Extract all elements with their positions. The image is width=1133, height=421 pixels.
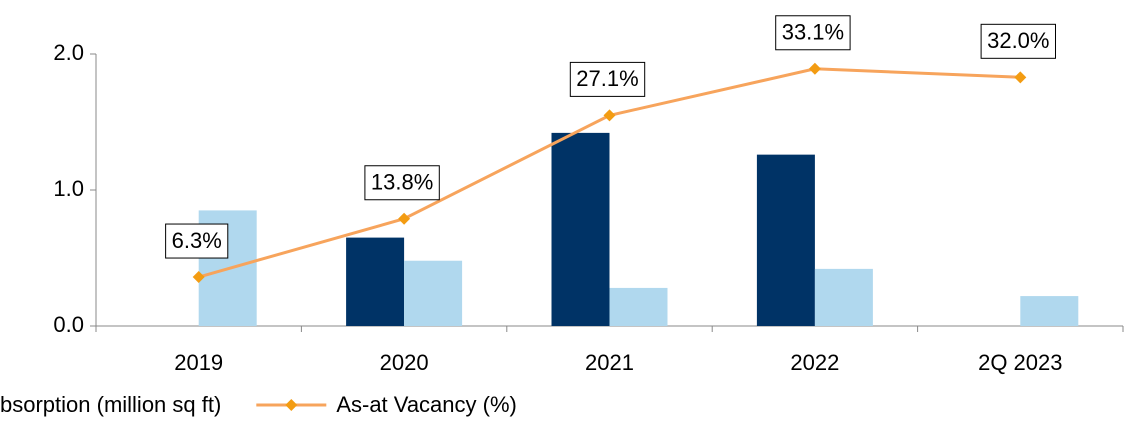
x-tick-label: 2020 [380, 350, 429, 375]
y-tick-label: 1.0 [53, 176, 84, 201]
value-label-box [775, 15, 851, 51]
marker [808, 62, 821, 75]
value-label: 6.3% [172, 228, 222, 253]
value-label: 32.0% [987, 28, 1049, 53]
bar [1020, 296, 1079, 326]
legend-marker [285, 399, 298, 411]
bar [756, 154, 815, 326]
bar [609, 287, 668, 326]
marker [398, 212, 411, 225]
bar [551, 132, 610, 326]
marker [603, 109, 616, 122]
marker [1014, 71, 1027, 84]
legend-label: bsorption (million sq ft) [0, 392, 221, 417]
value-label-box [364, 165, 440, 201]
x-tick-label: 2022 [790, 350, 839, 375]
bar [814, 268, 873, 326]
y-tick-label: 2.0 [53, 40, 84, 65]
value-label-box [165, 223, 229, 259]
value-label: 13.8% [371, 170, 433, 195]
value-label: 33.1% [782, 20, 844, 45]
x-tick-label: 2019 [174, 350, 223, 375]
x-tick-label: 2021 [585, 350, 634, 375]
bar [404, 260, 463, 326]
marker [192, 271, 205, 284]
x-tick-label: 2Q 2023 [978, 350, 1062, 375]
bar [346, 237, 405, 326]
value-label-box [569, 61, 646, 97]
y-tick-label: 0.0 [53, 312, 84, 337]
value-label: 27.1% [576, 66, 638, 91]
value-label-box [980, 23, 1056, 59]
legend-label: As-at Vacancy (%) [336, 392, 517, 417]
